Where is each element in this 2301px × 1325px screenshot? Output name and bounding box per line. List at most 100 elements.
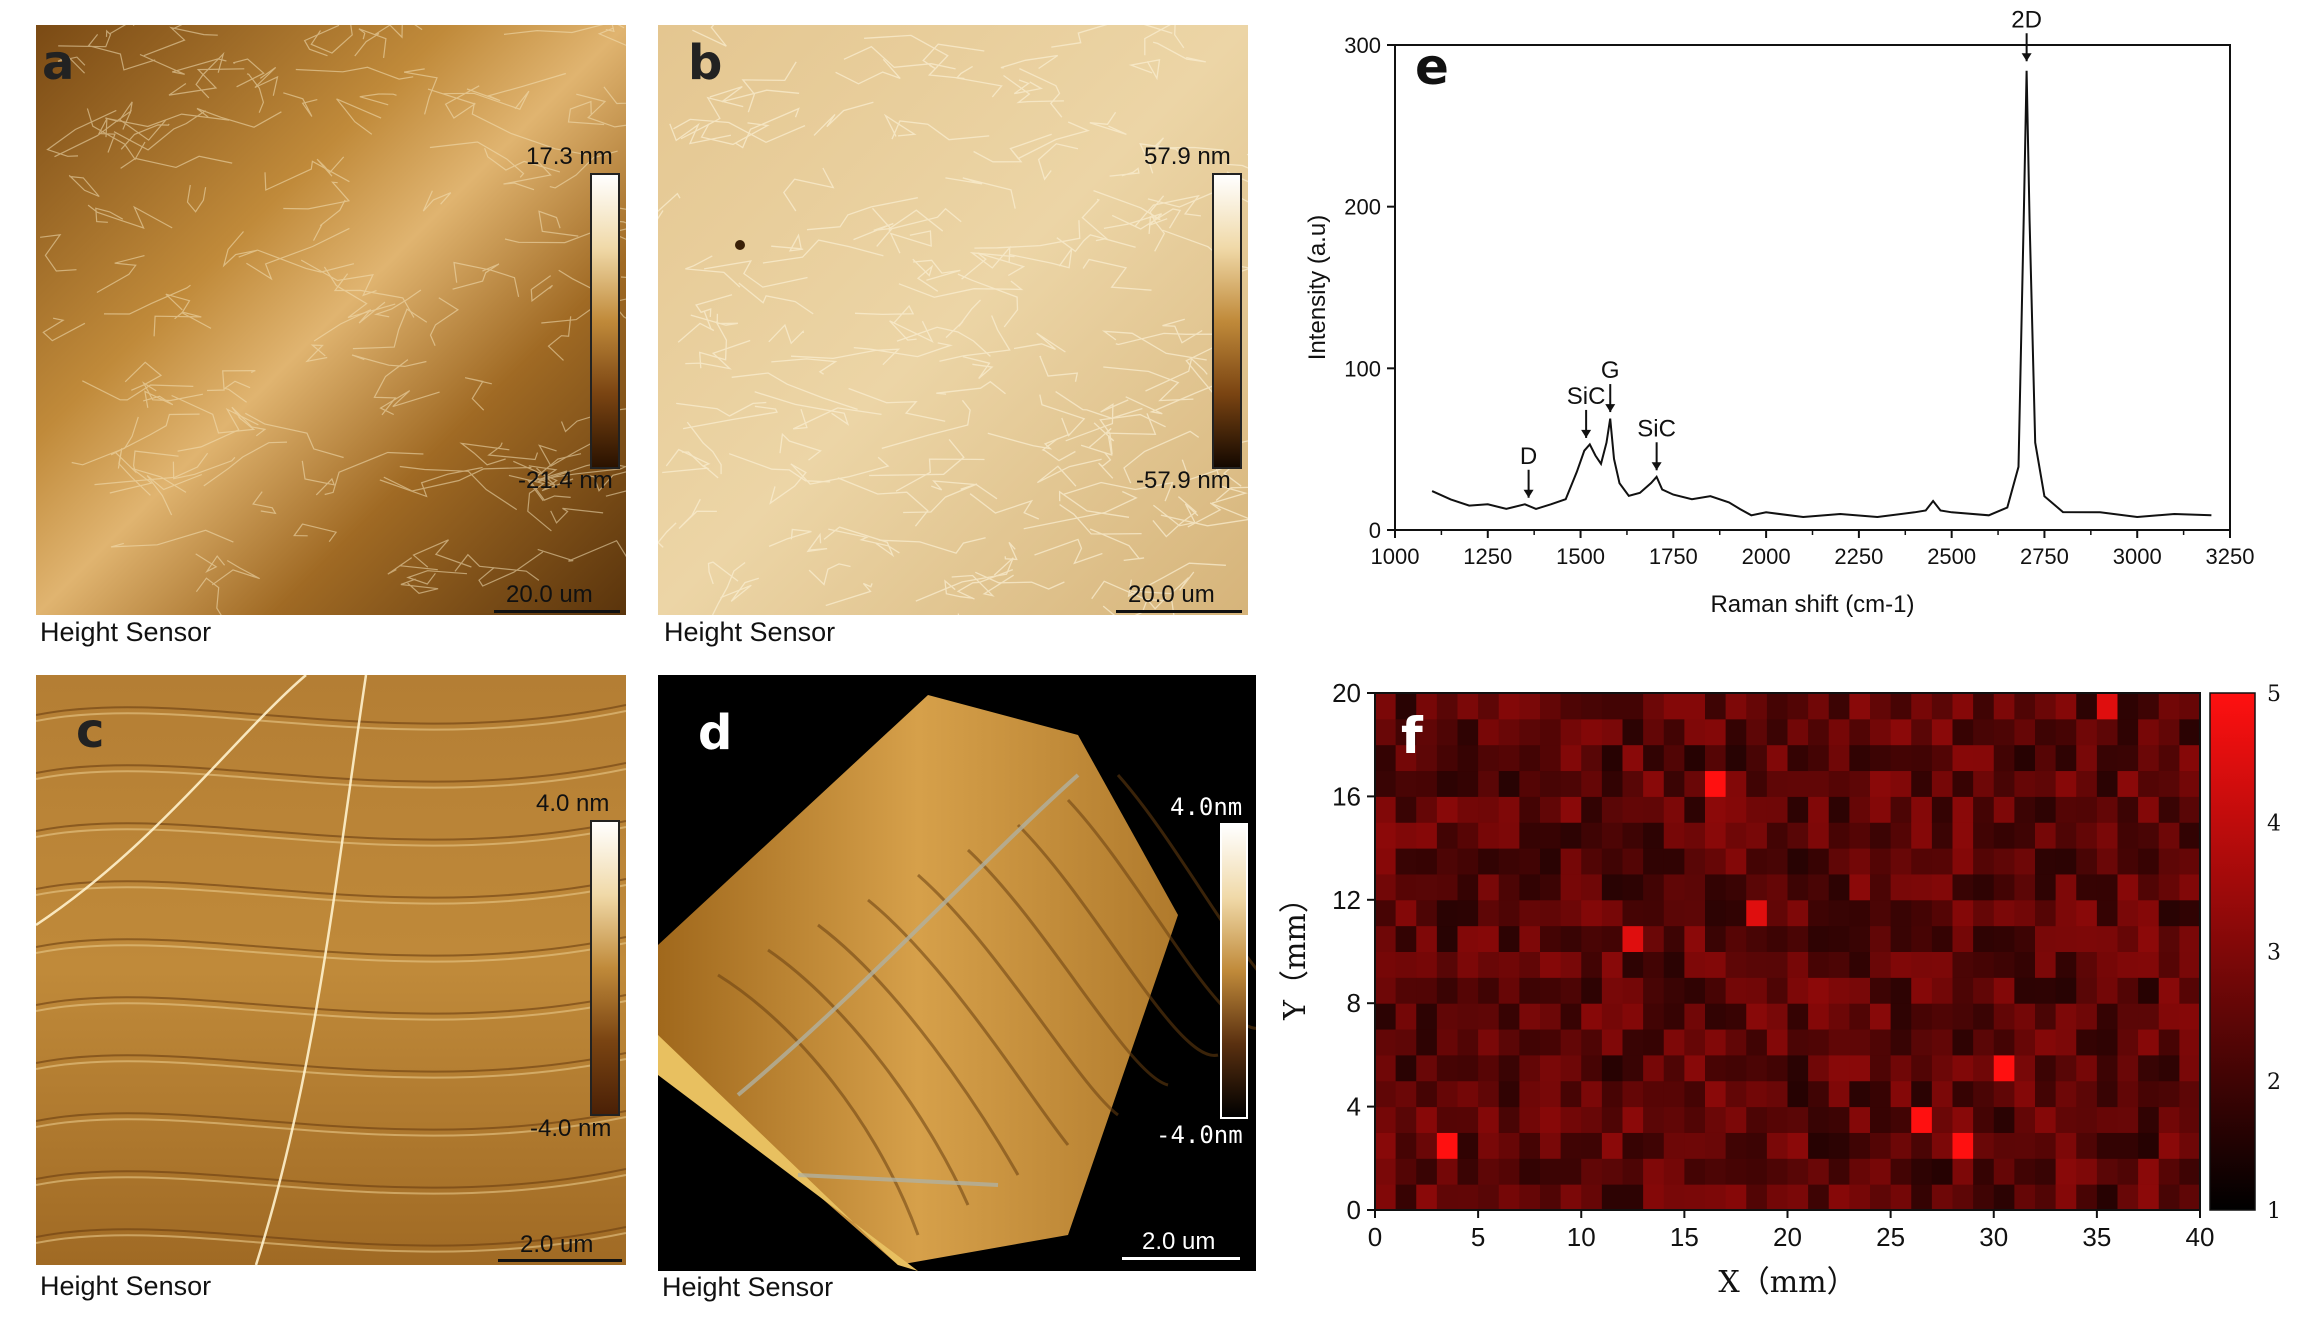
heatmap-cell — [1519, 1132, 1541, 1159]
heatmap-cell — [2179, 1029, 2201, 1056]
heatmap-cell — [1519, 770, 1541, 797]
heatmap-cell — [1622, 873, 1644, 901]
heatmap-cell — [2055, 951, 2077, 978]
heatmap-cell — [1725, 744, 1747, 772]
heatmap-cell — [2014, 1003, 2036, 1030]
afm-height-image-b — [658, 25, 1248, 615]
heatmap-cell — [1581, 1106, 1603, 1133]
heatmap-cell — [1931, 899, 1953, 927]
heatmap-cell — [1766, 899, 1788, 927]
heatmap-cell — [1395, 848, 1417, 875]
heatmap-cell — [2055, 796, 2077, 823]
heatmap-cell — [1519, 1080, 1541, 1108]
heatmap-cell — [2138, 1184, 2160, 1211]
heatmap-cell — [1766, 1106, 1788, 1133]
heatmap-cell — [2138, 899, 2160, 927]
heatmap-cell — [1952, 770, 1974, 797]
heatmap-cell — [2055, 848, 2077, 875]
heatmap-cell — [1787, 1080, 1809, 1108]
heatmap-cell — [1870, 770, 1892, 797]
heatmap-cell — [1663, 1054, 1685, 1082]
heatmap-cell — [2035, 1080, 2057, 1108]
heatmap-cell — [1911, 977, 1933, 1004]
heatmap-cell — [1498, 873, 1520, 901]
heatmap-cell — [1931, 925, 1953, 952]
heatmap-cell — [1849, 770, 1871, 797]
heatmap-cell — [1457, 1054, 1479, 1082]
heatmap-cell — [1601, 951, 1623, 978]
heatmap-cell — [1457, 693, 1479, 720]
heatmap-cell — [1684, 1054, 1706, 1082]
heatmap-cell — [1519, 1054, 1541, 1082]
raman-peak-arrowhead — [1581, 429, 1592, 438]
heatmap-cell — [1540, 848, 1562, 875]
heatmap-cell — [2117, 770, 2139, 797]
heatmap-cell — [1952, 718, 1974, 746]
heatmap-cell — [1705, 1029, 1727, 1056]
colorbar-d — [1220, 823, 1248, 1119]
heatmap-cell — [1395, 1080, 1417, 1108]
heatmap-cell — [1560, 1003, 1582, 1030]
heatmap-cell — [1973, 1003, 1995, 1030]
heatmap-cell — [2076, 796, 2098, 823]
heatmap-cell — [1684, 951, 1706, 978]
heatmap-cell — [1395, 744, 1417, 772]
heatmap-cell — [2179, 1003, 2201, 1030]
heatmap-cell — [1973, 1029, 1995, 1056]
heatmap-cell — [1416, 822, 1438, 849]
raman-peak-label: D — [1520, 443, 1537, 470]
heatmap-cell — [1436, 1029, 1458, 1056]
heatmap-cell — [2076, 951, 2098, 978]
scale-bar-c — [498, 1259, 622, 1262]
heatmap-x-tick-label: 5 — [1471, 1222, 1485, 1252]
heatmap-cell — [1498, 1080, 1520, 1108]
heatmap-cell — [1725, 977, 1747, 1004]
heatmap-cell — [1828, 693, 1850, 720]
heatmap-cell — [1416, 1029, 1438, 1056]
heatmap-cell — [1498, 822, 1520, 849]
heatmap-cell — [1581, 1184, 1603, 1211]
heatmap-cell — [1808, 899, 1830, 927]
heatmap-x-tick-label: 10 — [1567, 1222, 1596, 1252]
heatmap-cell — [1684, 977, 1706, 1004]
heatmap-cell — [1560, 744, 1582, 772]
heatmap-cell — [1952, 1003, 1974, 1030]
heatmap-cell — [1952, 899, 1974, 927]
raman-x-tick-label: 1750 — [1649, 544, 1698, 569]
heatmap-cell — [2076, 1080, 2098, 1108]
caption-b: Height Sensor — [664, 617, 836, 647]
heatmap-cell — [1746, 693, 1768, 720]
heatmap-x-axis-label: X（mm） — [1718, 1265, 1856, 1300]
heatmap-cell — [1375, 1106, 1397, 1133]
raman-peak-arrowhead — [1651, 462, 1662, 471]
heatmap-cell — [1973, 1132, 1995, 1159]
heatmap-cell — [2035, 899, 2057, 927]
heatmap-cell — [1746, 977, 1768, 1004]
heatmap-cell — [2055, 1184, 2077, 1211]
heatmap-cell — [1622, 1132, 1644, 1159]
heatmap-cell — [1622, 1003, 1644, 1030]
heatmap-cell — [1560, 1080, 1582, 1108]
heatmap-cell — [1416, 925, 1438, 952]
heatmap-cell — [1416, 770, 1438, 797]
heatmap-cell — [2158, 744, 2180, 772]
heatmap-cell — [1766, 770, 1788, 797]
heatmap-cell — [2117, 693, 2139, 720]
heatmap-cell — [2055, 1106, 2077, 1133]
heatmap-cell — [1478, 1184, 1500, 1211]
heatmap-cell — [2096, 951, 2118, 978]
afm-texture-c — [36, 675, 626, 1265]
colorbar-max-c: 4.0 nm — [536, 790, 610, 817]
heatmap-cell — [1911, 770, 1933, 797]
heatmap-cell — [1622, 744, 1644, 772]
heatmap-cell — [1478, 1158, 1500, 1185]
heatmap-cell — [2179, 977, 2201, 1004]
heatmap-cell — [1849, 925, 1871, 952]
heatmap-cell — [1705, 1003, 1727, 1030]
heatmap-cell — [1416, 848, 1438, 875]
heatmap-cell — [1787, 1029, 1809, 1056]
heatmap-cell — [1870, 1054, 1892, 1082]
heatmap-cell — [1457, 899, 1479, 927]
heatmap-cell — [1560, 848, 1582, 875]
heatmap-cell — [1787, 925, 1809, 952]
